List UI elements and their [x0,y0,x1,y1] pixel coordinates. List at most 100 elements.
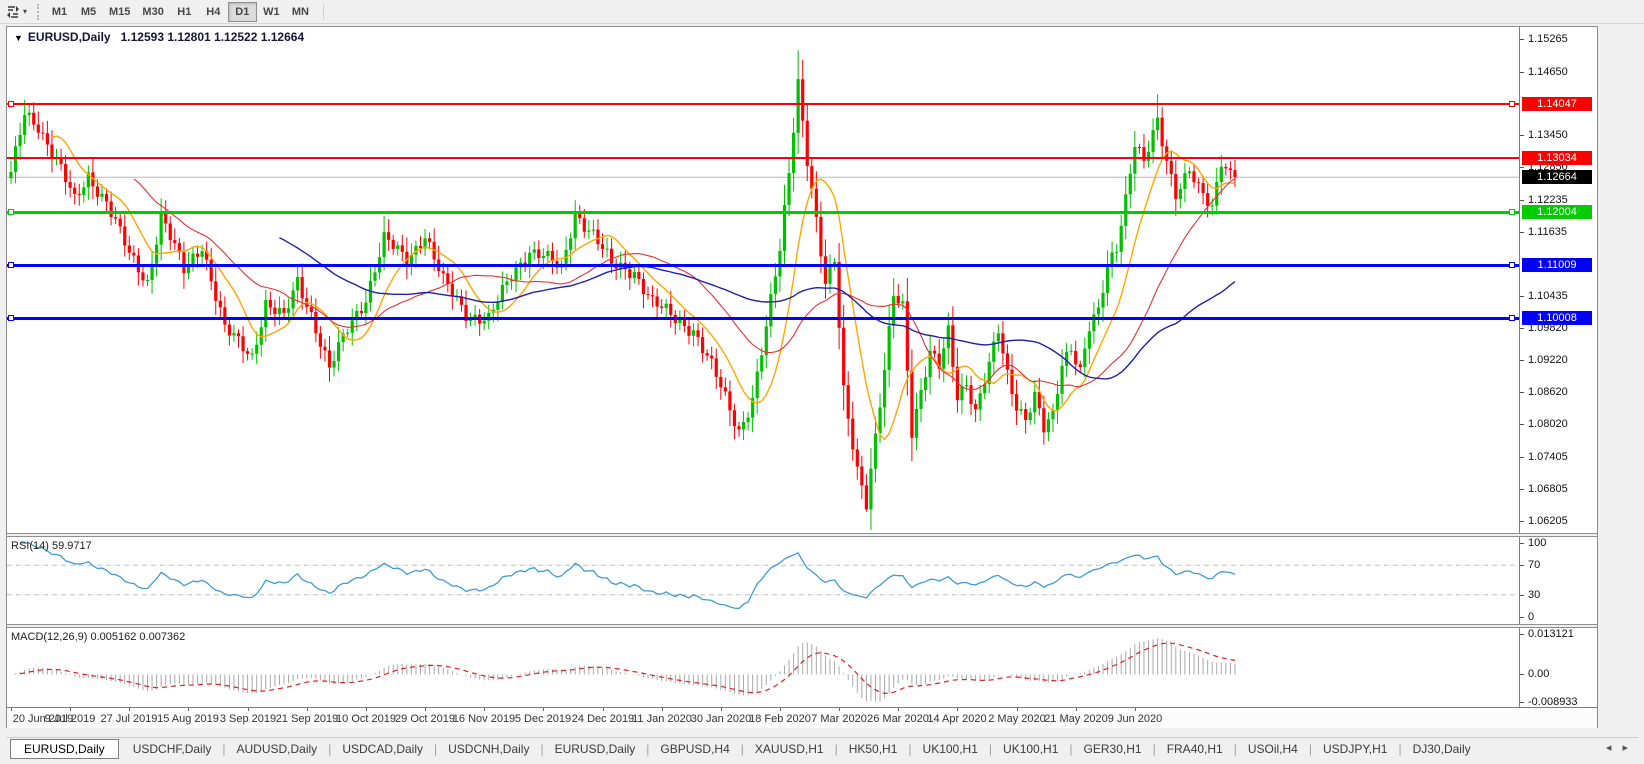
line-handle[interactable] [1509,101,1515,107]
price-tick: 1.14650 [1528,66,1568,78]
time-tick-mark [543,708,544,711]
tab-hk50-h1[interactable]: HK50,H1 [848,741,898,756]
timeframe-h4[interactable]: H4 [206,5,221,18]
timeframe-m30[interactable]: M30 [142,5,164,18]
time-tick-mark [129,708,130,711]
macd-chart[interactable] [7,628,1519,707]
price-label: 1.11009 [1522,258,1592,272]
price-tick: 1.09220 [1528,354,1568,366]
timeframe-m5[interactable]: M5 [80,5,97,18]
date-tick: 7 Mar 2020 [811,713,867,725]
tab-separator: | [1069,741,1073,756]
horizontal-line-1.12004[interactable] [7,211,1519,214]
candlestick-chart[interactable] [7,27,1519,533]
moving-average-28 [133,178,1236,391]
tab-scroll-controls: ◂ ▸ [1598,741,1628,754]
time-tick-mark [11,708,12,711]
timeframe-toolbar: ▾ M1 M5 M15 M30 H1 H4 D1 W1 MN [0,0,1644,24]
hline-layer [7,27,1519,533]
tab-usdcnh-daily[interactable]: USDCNH,Daily [448,741,530,756]
tab-separator: | [646,741,650,756]
chart-ohlc-values: 1.12593 1.12801 1.12522 1.12664 [120,30,305,44]
panel-splitter-rsi[interactable] [7,533,1597,537]
tab-audusd-daily[interactable]: AUDUSD,Daily [236,741,318,756]
date-tick: 20 Jun 2019 [12,713,74,725]
line-handle[interactable] [1509,315,1515,321]
timeframe-m15[interactable]: M15 [109,5,131,18]
rsi-chart[interactable] [7,537,1519,624]
horizontal-line-1.14047[interactable] [7,103,1519,105]
line-handle[interactable] [8,209,14,215]
line-handle[interactable] [8,262,14,268]
time-tick-mark [425,708,426,711]
toolbar-separator [322,3,324,20]
macd-panel[interactable]: MACD(12,26,9) 0.005162 0.007362 [7,628,1519,707]
line-handle[interactable] [8,315,14,321]
tab-scroll-left-icon[interactable]: ◂ [1605,742,1612,754]
chart-window: ▼ EURUSD,Daily 1.12593 1.12801 1.12522 1.1… [6,26,1598,728]
horizontal-line-1.10008[interactable] [7,317,1519,320]
time-tick-mark [839,708,840,711]
timeframe-h1[interactable]: H1 [177,5,192,18]
price-tick: 1.08020 [1528,418,1568,430]
tab-uk100-h1[interactable]: UK100,H1 [922,741,978,756]
tab-eurusd-daily-2[interactable]: EURUSD,Daily [554,741,636,756]
date-tick: 21 May 2020 [1044,713,1108,725]
horizontal-line-1.13034[interactable] [7,157,1519,159]
axis-tick-mark [1520,392,1524,393]
time-tick-mark [366,708,367,711]
periods-dropdown-caret-icon[interactable]: ▾ [23,7,28,16]
axis-tick-mark [1520,72,1524,73]
line-handle[interactable] [1509,262,1515,268]
timeframe-d1[interactable]: D1 [227,1,257,22]
tab-fra40-h1[interactable]: FRA40,H1 [1166,741,1223,756]
axis-tick-mark [1520,39,1524,40]
time-tick-mark [662,708,663,711]
timeframe-w1[interactable]: W1 [263,5,280,18]
rsi-axis-label: 30 [1528,589,1541,601]
tab-xauusd-h1[interactable]: XAUUSD,H1 [754,741,824,756]
macd-axis-label: -0.008933 [1528,696,1578,708]
periods-icon[interactable] [4,4,22,20]
time-axis[interactable]: 20 Jun 2019 9 Jul 2019 27 Jul 2019 15 Aug 2… [7,708,1597,728]
moving-average-10 [51,135,1236,441]
tab-scroll-right-icon[interactable]: ▸ [1622,742,1628,754]
tab-uk100-h1-2[interactable]: UK100,H1 [1003,741,1059,756]
tab-usoil-h4[interactable]: USOil,H4 [1247,741,1298,756]
time-tick-mark [188,708,189,711]
tab-usdchf-daily[interactable]: USDCHF,Daily [132,741,212,756]
time-tick-mark [1017,708,1018,711]
date-tick: 26 Mar 2020 [867,713,929,725]
line-handle[interactable] [8,101,14,107]
tab-ger30-h1[interactable]: GER30,H1 [1083,741,1142,756]
date-tick: 21 Sep 2019 [275,713,339,725]
price-chart-panel[interactable]: ▼ EURUSD,Daily 1.12593 1.12801 1.12522 1.1… [7,27,1519,533]
tab-gbpusd-h4[interactable]: GBPUSD,H4 [660,741,730,756]
time-tick-mark [780,708,781,711]
timeframe-m1[interactable]: M1 [51,5,68,18]
axis-tick-mark [1520,457,1524,458]
tab-usdcad-daily[interactable]: USDCAD,Daily [342,741,423,756]
rsi-axis-label: 70 [1528,559,1541,571]
axis-tick-mark [1520,617,1524,618]
price-label: 1.12664 [1522,170,1592,184]
price-label: 1.12004 [1522,205,1592,219]
price-label: 1.13034 [1522,151,1592,165]
time-axis-border [7,707,1597,708]
axis-tick-mark [1520,634,1524,635]
tab-dj30-daily[interactable]: DJ30,Daily [1412,741,1471,756]
line-handle[interactable] [1509,209,1515,215]
rsi-line [20,542,1236,610]
tab-usdjpy-h1[interactable]: USDJPY,H1 [1322,741,1388,756]
timeframe-mn[interactable]: MN [291,5,309,18]
tab-eurusd-daily[interactable]: EURUSD,Daily [10,738,119,759]
axis-tick-mark [1520,424,1524,425]
price-axis[interactable]: 1.15265 1.14650 1.13450 1.12850 1.12235 1.116… [1519,27,1597,708]
axis-tick-mark [1520,135,1524,136]
price-tick: 1.10435 [1528,290,1568,302]
horizontal-line-1.11009[interactable] [7,264,1519,267]
price-label: 1.10008 [1522,311,1592,325]
tab-separator: | [834,741,838,756]
rsi-panel[interactable]: RSI(14) 59.9717 [7,537,1519,624]
panel-splitter-macd[interactable] [7,624,1597,628]
